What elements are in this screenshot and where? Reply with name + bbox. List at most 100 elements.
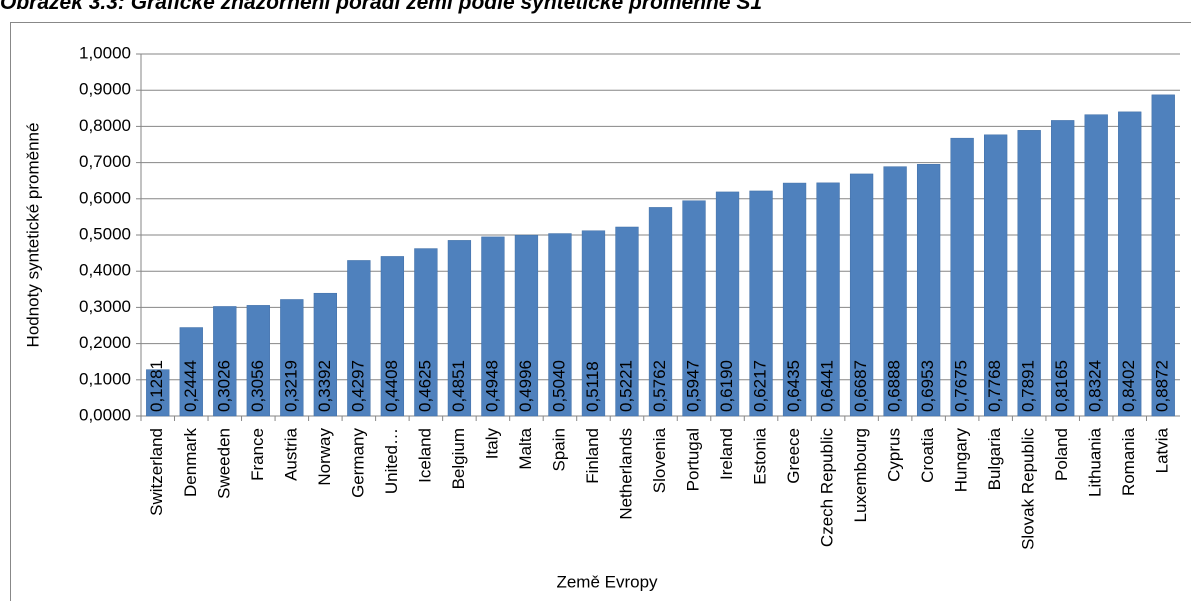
bar (213, 306, 237, 417)
x-tick-label: Portugal (684, 428, 703, 491)
bar (715, 191, 740, 417)
bar (481, 236, 505, 417)
value-label: 0,8872 (1153, 360, 1172, 412)
bar (849, 173, 874, 417)
bar (682, 200, 706, 417)
x-tick-label: Greece (784, 428, 803, 484)
chart-title: Obrázek 3.3: Grafické znázornění pořadí … (0, 0, 762, 14)
x-tick-label: Belgium (449, 428, 468, 489)
bar (749, 190, 773, 417)
value-label: 0,5221 (616, 360, 635, 412)
y-tick-label: 0,6000 (79, 188, 131, 207)
x-tick-label: Slovak Republic (1019, 428, 1038, 550)
value-label: 0,1281 (147, 360, 166, 412)
value-label: 0,3392 (315, 360, 334, 412)
bar (179, 327, 203, 417)
value-label: 0,4408 (382, 360, 401, 412)
bar (1151, 94, 1175, 417)
bar (782, 182, 807, 417)
value-label: 0,6190 (717, 360, 736, 412)
value-label: 0,8324 (1086, 360, 1105, 412)
bar (950, 137, 974, 417)
value-label: 0,3056 (248, 360, 267, 412)
value-label: 0,5118 (583, 361, 602, 412)
x-tick-label: Malta (516, 427, 535, 469)
bar (447, 240, 472, 417)
x-tick-label: Ireland (717, 428, 736, 480)
bar (816, 182, 840, 417)
x-tick-label: Spain (549, 428, 568, 471)
y-tick-label: 1,0000 (79, 43, 131, 62)
bar (514, 234, 539, 417)
x-tick-label: Czech Republic (818, 428, 837, 548)
x-tick-label: Cyprus (885, 428, 904, 482)
bar (1084, 114, 1108, 417)
value-label: 0,6687 (851, 360, 870, 412)
value-label: 0,8402 (1119, 360, 1138, 412)
x-axis-label: Země Evropy (556, 572, 658, 591)
value-label: 0,7891 (1019, 360, 1038, 412)
bar (280, 299, 304, 417)
y-axis-label: Hodnoty syntetické proměnné (23, 123, 42, 348)
bar (548, 233, 572, 417)
y-tick-label: 0,5000 (79, 224, 131, 243)
x-tick-label: Norway (315, 428, 334, 486)
value-label: 0,6441 (818, 360, 837, 412)
value-label: 0,6435 (784, 360, 803, 412)
x-tick-label: Iceland (415, 428, 434, 483)
x-tick-label: Lithuania (1086, 427, 1105, 497)
bar (347, 260, 371, 417)
bar (1017, 130, 1041, 417)
x-tick-label: Sweeden (214, 428, 233, 499)
x-tick-label: France (248, 428, 267, 481)
value-label: 0,5040 (549, 360, 568, 412)
x-tick-label: Estonia (751, 427, 770, 484)
x-tick-label: Italy (482, 428, 501, 460)
x-tick-label: Finland (583, 428, 602, 484)
x-tick-label: Switzerland (147, 428, 166, 516)
value-label: 0,4297 (348, 360, 367, 412)
value-label: 0,4996 (516, 360, 535, 412)
x-tick-label: Luxembourg (851, 428, 870, 523)
value-label: 0,4851 (449, 360, 468, 412)
bar (916, 164, 941, 417)
value-label: 0,6953 (918, 360, 937, 412)
value-label: 0,7768 (985, 360, 1004, 412)
x-tick-label: Poland (1052, 428, 1071, 481)
bar (581, 230, 606, 417)
bar (984, 134, 1008, 417)
value-label: 0,5762 (650, 360, 669, 412)
value-label: 0,4948 (482, 360, 501, 412)
value-label: 0,3219 (281, 360, 300, 412)
bar (648, 207, 673, 417)
bar (313, 292, 337, 417)
value-label: 0,7675 (952, 360, 971, 412)
x-tick-label: Austria (281, 427, 300, 480)
x-tick-label: Croatia (918, 427, 937, 482)
y-tick-label: 0,3000 (79, 297, 131, 316)
bar (1051, 120, 1075, 417)
y-tick-label: 0,8000 (79, 116, 131, 135)
x-tick-label: Latvia (1153, 427, 1172, 473)
y-tick-label: 0,2000 (79, 333, 131, 352)
x-tick-label: Slovenia (650, 427, 669, 493)
x-tick-label: United… (382, 428, 401, 494)
bar (414, 248, 438, 417)
bar (883, 166, 907, 417)
x-tick-label: Denmark (181, 428, 200, 497)
x-tick-label: Bulgaria (985, 427, 1004, 490)
value-label: 0,3026 (214, 360, 233, 412)
y-tick-label: 0,7000 (79, 152, 131, 171)
value-label: 0,8165 (1052, 360, 1071, 412)
value-label: 0,6888 (885, 360, 904, 412)
bar (615, 226, 639, 417)
value-label: 0,6217 (751, 360, 770, 412)
bar (146, 369, 170, 417)
y-tick-label: 0,0000 (79, 405, 131, 424)
value-label: 0,4625 (415, 360, 434, 412)
bar (1118, 111, 1142, 417)
x-tick-label: Germany (348, 428, 367, 498)
value-label: 0,2444 (181, 360, 200, 412)
value-label: 0,5947 (684, 360, 703, 412)
